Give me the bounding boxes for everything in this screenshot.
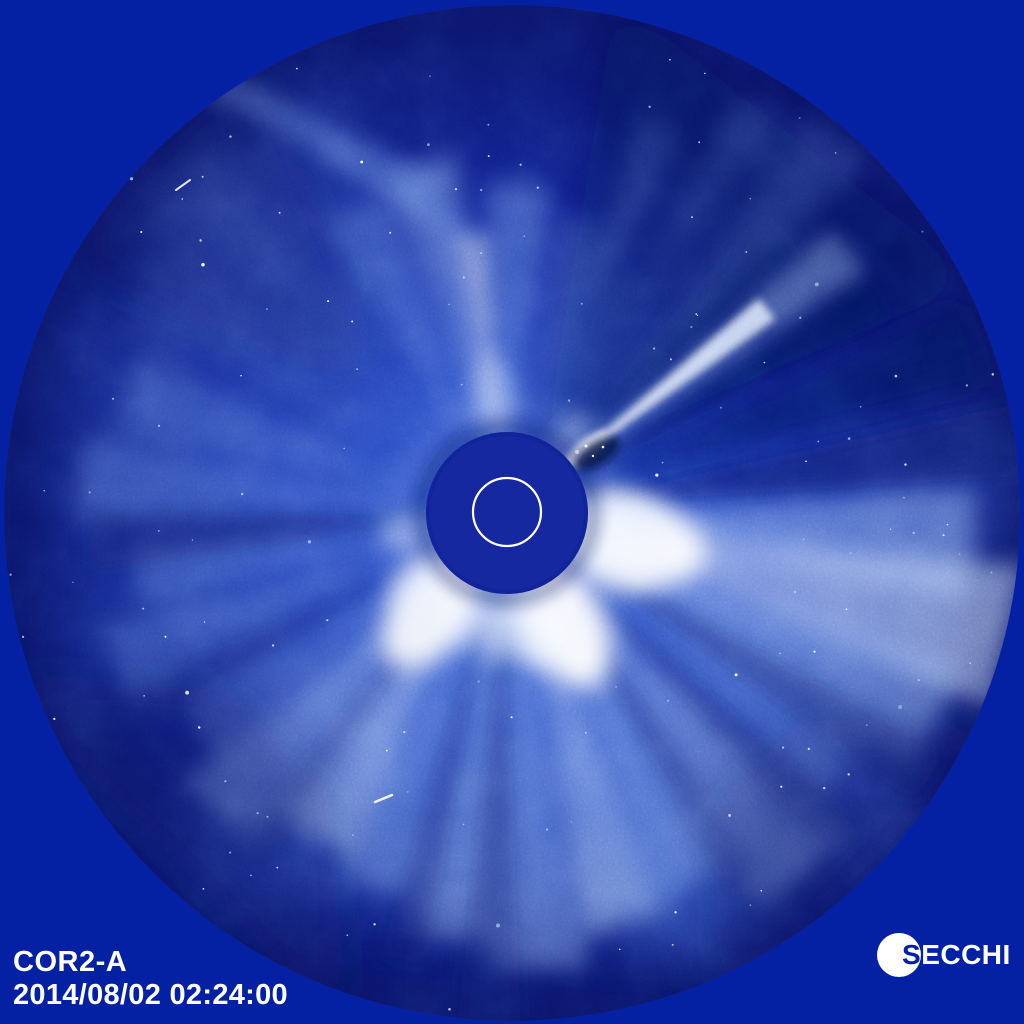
occulter-rim-shadow <box>416 422 598 604</box>
caption: COR2-A 2014/08/02 02:24:00 <box>13 946 288 1012</box>
logo-circle-icon <box>877 933 921 977</box>
secchi-logo: SECCHI <box>876 932 1024 980</box>
occulter-inner-edge <box>426 432 588 594</box>
star-field <box>9 58 995 1011</box>
occulter <box>426 432 588 594</box>
instrument-label: COR2-A <box>13 946 128 978</box>
timestamp-label: 2014/08/02 02:24:00 <box>13 979 288 1011</box>
occulter-disk <box>416 422 598 604</box>
sun-position-circle <box>471 476 543 548</box>
logo-text: SECCHI <box>902 939 1011 970</box>
